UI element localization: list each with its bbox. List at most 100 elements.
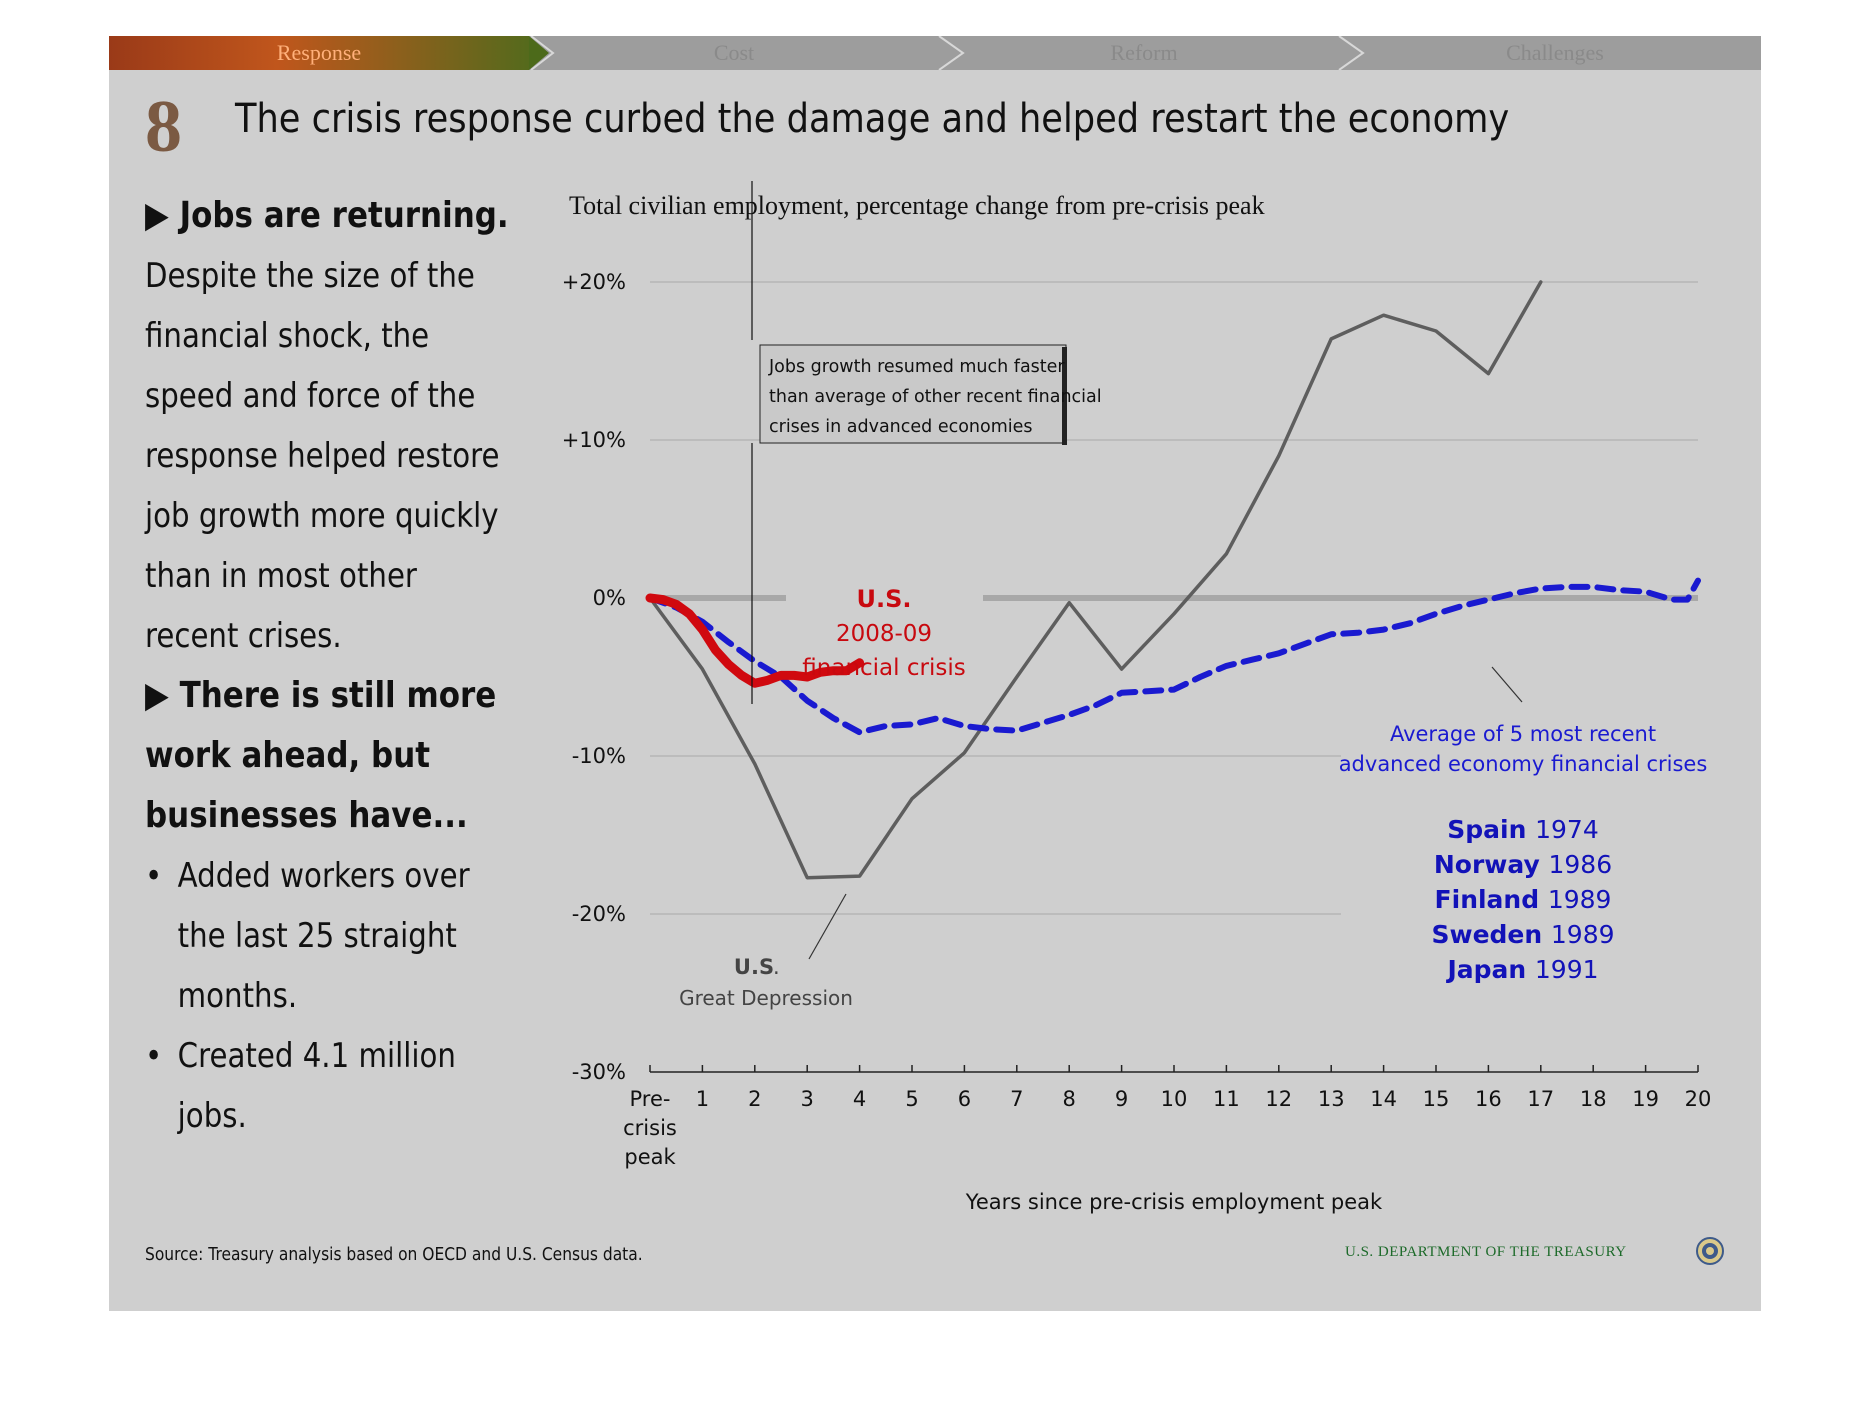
- source-note: Source: Treasury analysis based on OECD …: [145, 1244, 643, 1265]
- average-label: Average of 5 most recent: [1390, 722, 1656, 746]
- x-tick-label: 7: [1010, 1087, 1023, 1111]
- bullet-created-jobs: • Created 4.1 million jobs.: [145, 1026, 506, 1146]
- x-tick-label: 5: [905, 1087, 918, 1111]
- body-line: recent crises.: [145, 616, 342, 656]
- treasury-seal-icon: [1696, 1237, 1724, 1265]
- bullet-line: jobs.: [177, 1096, 247, 1136]
- crisis-year: 1989: [1548, 885, 1612, 914]
- nav-chevron-separator: [529, 36, 555, 70]
- x-tick-label: 14: [1370, 1087, 1397, 1111]
- x-axis-label: Years since pre-crisis employment peak: [965, 1190, 1383, 1214]
- depression-leader-line: [808, 893, 847, 960]
- bullet-line: the last 25 straight: [177, 916, 457, 956]
- nav-chevron-separator: [1338, 36, 1365, 70]
- x-tick-label: 10: [1161, 1087, 1188, 1111]
- bullet-line: months.: [177, 976, 298, 1016]
- body-line: job growth more quickly: [145, 496, 499, 536]
- x-tick-label: 19: [1632, 1087, 1659, 1111]
- crisis-year: 1991: [1535, 955, 1599, 984]
- x-tick-label: 6: [958, 1087, 971, 1111]
- slide-title: The crisis response curbed the damage an…: [235, 96, 1510, 142]
- body-line: than in most other: [145, 556, 417, 596]
- x-tick-label: 20: [1685, 1087, 1712, 1111]
- body-line: speed and force of the: [145, 376, 476, 416]
- crisis-country: Finland: [1435, 885, 1548, 914]
- us-2008-label: financial crisis: [802, 655, 965, 681]
- nav-tab-response[interactable]: Response: [109, 36, 529, 70]
- y-tick-label: -20%: [572, 902, 626, 926]
- y-tick-label: -10%: [572, 744, 626, 768]
- agency-name: U.S. DEPARTMENT OF THE TREASURY: [1345, 1244, 1627, 1260]
- bullet-line: Added workers over: [177, 856, 470, 896]
- x-tick-label: peak: [624, 1145, 676, 1169]
- series-us-2008: [645, 593, 865, 688]
- depression-label: .: [773, 955, 780, 979]
- x-tick-label: 9: [1115, 1087, 1128, 1111]
- bullet-dot: •: [145, 856, 163, 896]
- x-tick-label: 2: [748, 1087, 761, 1111]
- slide-number: 8: [145, 86, 182, 168]
- nav-chevron-separator: [938, 36, 965, 70]
- crisis-list-item: Sweden 1989: [1431, 920, 1614, 949]
- crisis-year: 1989: [1551, 920, 1615, 949]
- nav-tab-cost[interactable]: Cost: [713, 40, 755, 65]
- callout-box-shadow: [1062, 347, 1067, 445]
- crisis-country: Japan: [1445, 955, 1534, 984]
- x-tick-label: 8: [1063, 1087, 1076, 1111]
- crisis-list-item: Spain 1974: [1447, 815, 1598, 844]
- nav-tab-reform[interactable]: Reform: [1110, 40, 1178, 65]
- crisis-year: 1986: [1549, 850, 1613, 879]
- crisis-list-item: Finland 1989: [1435, 885, 1612, 914]
- x-tick-label: 1: [696, 1087, 709, 1111]
- crisis-year: 1974: [1535, 815, 1599, 844]
- series-great-depression: [648, 280, 1543, 880]
- x-tick-label: Pre-: [630, 1087, 671, 1111]
- x-tick-label: crisis: [623, 1116, 677, 1140]
- crisis-country: Sweden: [1431, 920, 1550, 949]
- x-tick-label: 15: [1423, 1087, 1450, 1111]
- crisis-country: Spain: [1447, 815, 1535, 844]
- callout-text: Jobs growth resumed much faster: [768, 357, 1065, 377]
- x-tick-label: 16: [1475, 1087, 1502, 1111]
- heading-jobs-returning: ▶ Jobs are returning.: [145, 195, 509, 236]
- nav-tab-challenges[interactable]: Challenges: [1506, 40, 1604, 65]
- x-tick-label: 18: [1580, 1087, 1607, 1111]
- x-tick-label: 17: [1527, 1087, 1554, 1111]
- average-leader-line: [1491, 666, 1523, 703]
- bullet-added-workers: • Added workers over the last 25 straigh…: [145, 846, 506, 1026]
- x-tick-label: 13: [1318, 1087, 1345, 1111]
- x-tick-label: 11: [1213, 1087, 1240, 1111]
- us-2008-label: U.S.: [856, 585, 911, 613]
- left-text-column: ▶ Jobs are returning. Despite the size o…: [145, 186, 565, 1146]
- heading-more-work: ▶ There is still more: [145, 675, 497, 716]
- callout-text: crises in advanced economies: [769, 417, 1033, 437]
- crisis-country: Norway: [1434, 850, 1549, 879]
- slide: Response Cost Reform Challenges 8 The cr…: [109, 36, 1761, 1311]
- depression-label: U.S: [734, 955, 774, 979]
- bullet-dot: •: [145, 1036, 163, 1076]
- us-2008-label: 2008-09: [836, 621, 932, 647]
- y-tick-label: 0%: [593, 586, 626, 610]
- crisis-list-item: Japan 1991: [1445, 955, 1598, 984]
- x-tick-label: 3: [801, 1087, 814, 1111]
- callout-box: [759, 344, 1067, 444]
- employment-chart: Total civilian employment, percentage ch…: [562, 181, 1712, 1214]
- y-tick-label: +10%: [562, 428, 626, 452]
- body-line: response helped restore: [145, 436, 500, 476]
- y-tick-label: -30%: [572, 1060, 626, 1084]
- x-tick-label: 4: [853, 1087, 866, 1111]
- heading-line: work ahead, but: [145, 735, 431, 776]
- bullet-line: Created 4.1 million: [177, 1036, 456, 1076]
- callout-text: than average of other recent financial: [769, 387, 1102, 407]
- section-nav-bar: Response Cost Reform Challenges: [109, 36, 1761, 70]
- series-crisis-average: [647, 577, 1701, 736]
- body-line: Despite the size of the: [145, 256, 475, 296]
- body-line: financial shock, the: [145, 316, 430, 356]
- chart-title: Total civilian employment, percentage ch…: [569, 191, 1265, 220]
- x-tick-label: 12: [1265, 1087, 1292, 1111]
- depression-label: Great Depression: [679, 986, 853, 1010]
- heading-line: businesses have...: [145, 795, 468, 836]
- average-label: advanced economy financial crises: [1339, 752, 1708, 776]
- crisis-list-item: Norway 1986: [1434, 850, 1612, 879]
- y-tick-label: +20%: [562, 270, 626, 294]
